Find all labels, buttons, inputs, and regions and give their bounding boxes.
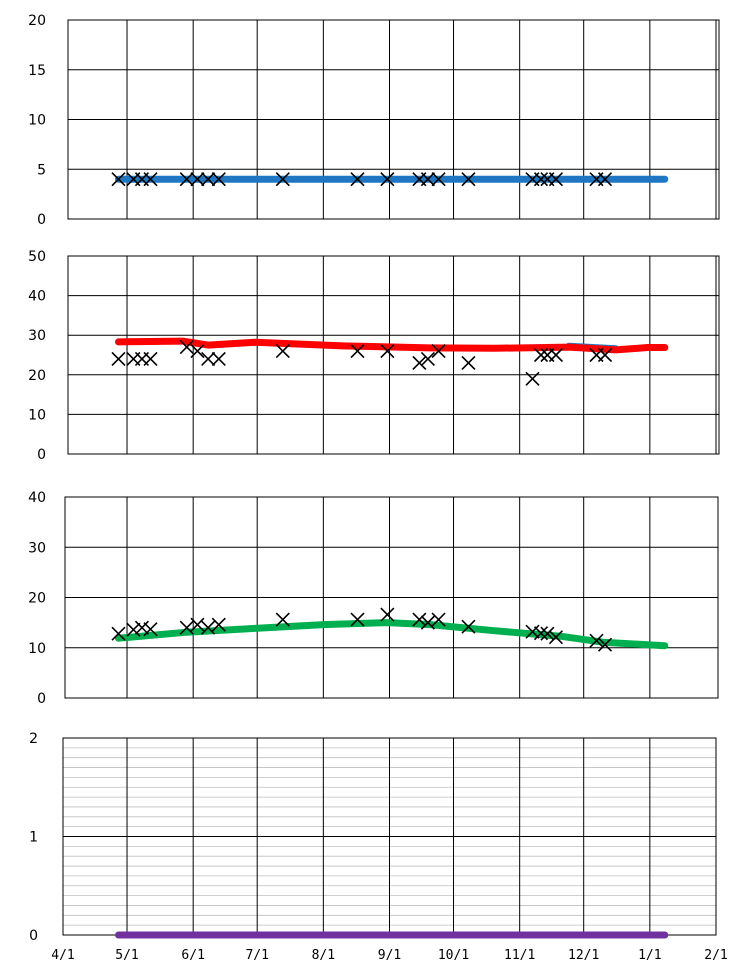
y-tick-label: 30 bbox=[28, 328, 46, 344]
data-point-x-marker bbox=[380, 607, 395, 622]
data-point-x-marker bbox=[190, 617, 205, 632]
x-tick-label: 7/1 bbox=[245, 948, 268, 963]
data-point-x-marker bbox=[548, 630, 564, 645]
x-tick-label: 12/1 bbox=[568, 948, 599, 963]
data-point-x-marker bbox=[461, 355, 476, 370]
data-point-x-marker bbox=[431, 172, 446, 187]
x-tick-label: 1/1 bbox=[638, 948, 661, 963]
data-point-x-marker bbox=[548, 172, 564, 187]
y-tick-label: 2 bbox=[29, 731, 38, 747]
y-tick-label: 10 bbox=[28, 407, 46, 423]
data-point-x-marker bbox=[143, 622, 158, 637]
data-point-x-marker bbox=[211, 172, 226, 187]
y-tick-label: 10 bbox=[28, 113, 46, 129]
data-point-x-marker bbox=[350, 612, 365, 627]
y-tick-label: 40 bbox=[28, 289, 46, 305]
y-tick-label: 0 bbox=[37, 212, 46, 228]
data-point-x-marker bbox=[201, 172, 216, 187]
data-point-x-marker bbox=[143, 172, 158, 187]
x-tick-label: 6/1 bbox=[181, 948, 204, 963]
data-point-x-marker bbox=[533, 347, 549, 363]
panel-frame bbox=[67, 19, 720, 220]
y-tick-label: 40 bbox=[28, 490, 46, 506]
y-tick-label: 15 bbox=[28, 63, 46, 79]
data-point-x-marker bbox=[597, 172, 613, 187]
data-point-x-marker bbox=[420, 615, 435, 630]
series-line bbox=[115, 619, 669, 650]
y-tick-label: 0 bbox=[37, 691, 46, 707]
y-tick-label: 30 bbox=[28, 540, 46, 556]
data-point-x-marker bbox=[431, 612, 446, 627]
data-point-x-marker bbox=[533, 172, 549, 187]
y-tick-label: 1 bbox=[29, 830, 38, 846]
data-point-x-marker bbox=[589, 633, 604, 648]
data-point-x-marker bbox=[350, 343, 365, 359]
data-point-x-marker bbox=[548, 347, 564, 363]
data-point-x-marker bbox=[111, 172, 126, 187]
y-tick-label: 5 bbox=[37, 162, 46, 178]
data-point-x-marker bbox=[350, 172, 365, 187]
y-tick-label: 20 bbox=[28, 368, 46, 384]
data-point-x-marker bbox=[380, 172, 395, 187]
x-tick-label: 11/1 bbox=[504, 948, 535, 963]
data-point-x-marker bbox=[380, 343, 395, 359]
data-point-x-marker bbox=[412, 612, 427, 627]
data-point-x-marker bbox=[533, 626, 549, 641]
data-point-x-marker bbox=[201, 620, 216, 635]
data-point-x-marker bbox=[461, 172, 476, 187]
data-point-x-marker bbox=[201, 351, 216, 367]
data-point-x-marker bbox=[540, 626, 555, 641]
data-point-x-marker bbox=[179, 172, 194, 187]
data-point-x-marker bbox=[275, 172, 290, 187]
x-tick-label: 5/1 bbox=[115, 948, 138, 963]
data-point-x-marker bbox=[143, 351, 158, 367]
data-point-x-marker bbox=[275, 612, 290, 627]
data-point-x-marker bbox=[420, 172, 435, 187]
panel-frame bbox=[67, 255, 720, 455]
x-tick-label: 8/1 bbox=[312, 948, 335, 963]
data-point-x-marker bbox=[420, 351, 435, 367]
data-point-x-marker bbox=[412, 355, 427, 370]
x-tick-label: 9/1 bbox=[378, 948, 401, 963]
y-tick-label: 10 bbox=[28, 641, 46, 657]
x-tick-label: 2/1 bbox=[704, 948, 727, 963]
y-tick-label: 0 bbox=[29, 928, 38, 944]
x-tick-label: 10/1 bbox=[438, 948, 469, 963]
data-point-x-marker bbox=[111, 626, 126, 641]
data-point-x-marker bbox=[179, 340, 194, 355]
data-point-x-marker bbox=[431, 343, 446, 359]
data-point-x-marker bbox=[597, 637, 613, 652]
data-point-x-marker bbox=[211, 617, 226, 632]
y-tick-label: 20 bbox=[28, 13, 46, 29]
data-point-x-marker bbox=[134, 620, 150, 635]
data-point-x-marker bbox=[126, 622, 141, 637]
data-point-x-marker bbox=[525, 371, 540, 386]
data-point-x-marker bbox=[190, 343, 205, 359]
panel-frame bbox=[64, 496, 719, 699]
data-point-x-marker bbox=[190, 172, 205, 187]
y-tick-label: 0 bbox=[37, 447, 46, 463]
y-tick-label: 50 bbox=[28, 249, 46, 265]
data-point-x-marker bbox=[275, 343, 290, 359]
data-point-x-marker bbox=[179, 620, 194, 635]
data-point-x-marker bbox=[525, 624, 540, 639]
data-point-x-marker bbox=[111, 351, 126, 367]
x-tick-label: 4/1 bbox=[51, 948, 74, 963]
y-tick-label: 20 bbox=[28, 591, 46, 607]
data-point-x-marker bbox=[597, 347, 613, 363]
data-point-x-marker bbox=[211, 351, 226, 367]
data-point-x-marker bbox=[461, 619, 476, 634]
